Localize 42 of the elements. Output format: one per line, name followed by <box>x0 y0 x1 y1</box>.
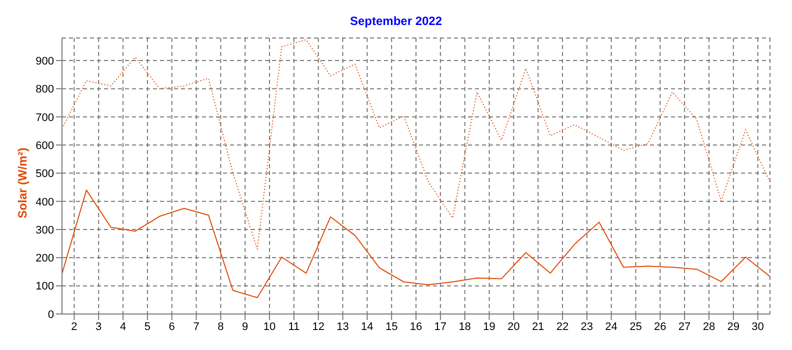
x-tick-label: 8 <box>218 320 224 333</box>
x-tick-label: 22 <box>556 320 569 333</box>
y-tick-label: 800 <box>36 84 54 96</box>
x-tick-label: 18 <box>458 320 471 333</box>
x-tick-label: 26 <box>654 320 666 333</box>
y-tick-label: 400 <box>36 196 54 208</box>
y-tick-label: 700 <box>36 112 54 124</box>
x-tick-label: 21 <box>532 320 544 333</box>
x-tick-label: 5 <box>144 320 151 333</box>
x-tick-label: 19 <box>483 320 496 333</box>
x-tick-label: 11 <box>288 320 300 333</box>
y-axis-title: Solar (W/m²) <box>15 148 30 218</box>
chart-title: September 2022 <box>348 13 444 30</box>
y-tick-label: 0 <box>48 308 54 321</box>
y-tick-label: 100 <box>36 280 54 293</box>
x-tick-label: 29 <box>727 320 740 333</box>
x-tick-label: 3 <box>96 320 102 333</box>
y-tick-label: 200 <box>36 252 54 265</box>
x-tick-label: 2 <box>71 320 78 333</box>
x-tick-label: 15 <box>385 320 398 333</box>
x-tick-label: 6 <box>168 320 175 333</box>
x-tick-label: 16 <box>410 320 422 333</box>
x-tick-label: 27 <box>678 320 691 333</box>
x-tick-label: 23 <box>580 320 594 333</box>
x-tick-label: 13 <box>336 320 349 333</box>
x-tick-label: 7 <box>193 320 200 333</box>
x-tick-label: 25 <box>630 320 642 333</box>
y-tick-label: 500 <box>36 168 54 180</box>
y-tick-label: 300 <box>36 224 54 236</box>
y-tick-label: 600 <box>36 140 54 152</box>
line-series <box>62 190 770 298</box>
x-tick-label: 28 <box>702 320 716 333</box>
x-tick-label: 12 <box>312 320 324 333</box>
x-tick-label: 24 <box>605 320 618 333</box>
x-tick-label: 10 <box>263 320 276 333</box>
x-tick-label: 4 <box>120 320 126 333</box>
y-tick-label: 900 <box>36 55 54 68</box>
x-tick-label: 30 <box>752 320 764 333</box>
x-tick-label: 14 <box>361 320 374 333</box>
x-tick-label: 17 <box>434 320 447 333</box>
x-tick-label: 20 <box>508 320 520 333</box>
x-tick-label: 9 <box>242 320 248 333</box>
